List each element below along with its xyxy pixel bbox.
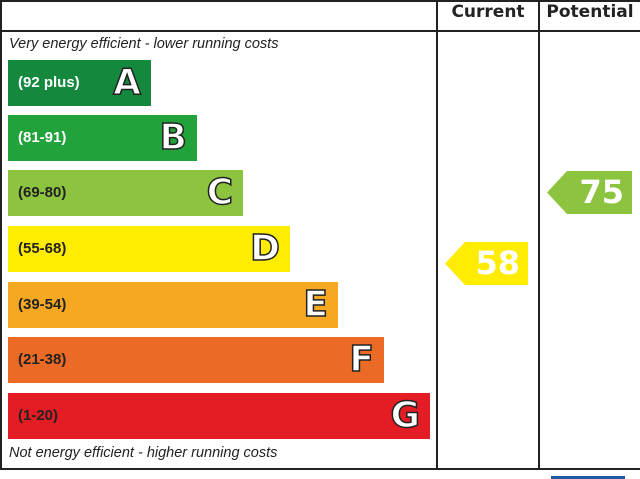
bottom-border — [0, 468, 640, 470]
band-letter: F — [349, 338, 375, 381]
band-range: (21-38) — [18, 351, 67, 368]
potential-rating-arrow: 75 — [547, 171, 632, 214]
left-border — [0, 0, 2, 470]
header-divider — [0, 30, 640, 32]
band-d: (55-68) D — [8, 226, 290, 272]
band-letter: G — [390, 394, 421, 437]
band-e: (39-54) E — [8, 282, 338, 328]
band-letter: E — [303, 283, 329, 326]
top-note: Very energy efficient - lower running co… — [9, 36, 279, 52]
band-letter: B — [159, 116, 188, 159]
potential-rating-value: 75 — [579, 173, 624, 211]
band-letter: C — [206, 171, 234, 214]
blue-tab — [551, 476, 625, 479]
band-letter: D — [249, 227, 280, 270]
band-c: (69-80) C — [8, 170, 243, 216]
band-b: (81-91) B — [8, 115, 197, 161]
band-range: (69-80) — [18, 184, 67, 201]
band-range: (55-68) — [18, 240, 67, 257]
band-range: (81-91) — [18, 129, 67, 146]
band-a: (92 plus) A — [8, 60, 151, 106]
header-current: Current — [451, 2, 525, 22]
current-rating-value: 58 — [475, 244, 520, 282]
band-range: (1-20) — [18, 407, 59, 424]
band-letter: A — [112, 61, 141, 104]
band-range: (92 plus) — [18, 74, 80, 91]
potential-column-divider — [538, 0, 540, 470]
band-range: (39-54) — [18, 296, 67, 313]
bottom-note: Not energy efficient - higher running co… — [9, 445, 278, 461]
current-column-divider — [436, 0, 438, 470]
header-potential: Potential — [546, 2, 634, 22]
top-border — [0, 0, 640, 2]
band-g: (1-20) G — [8, 393, 430, 439]
band-f: (21-38) F — [8, 337, 384, 383]
current-rating-arrow: 58 — [445, 242, 528, 285]
